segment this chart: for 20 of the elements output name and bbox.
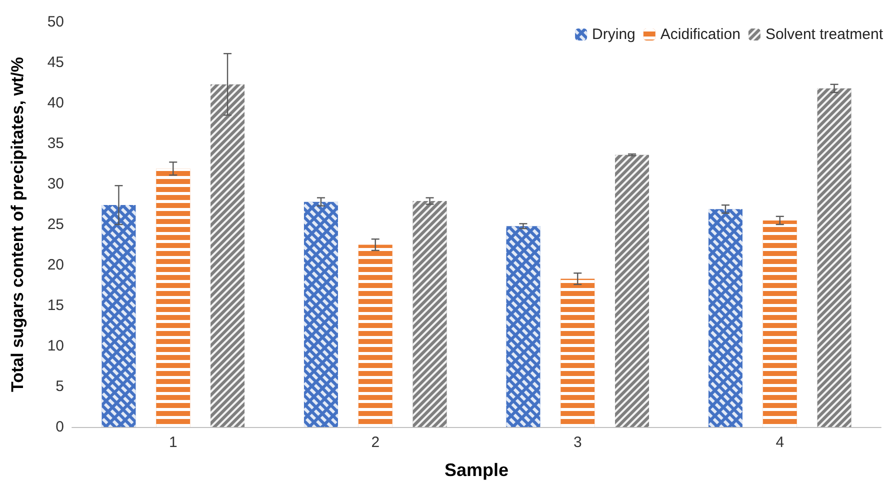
y-tick-label: 10: [47, 338, 64, 354]
x-axis-title: Sample: [444, 460, 509, 480]
y-tick-label: 40: [47, 94, 64, 112]
legend-label: Drying: [592, 26, 636, 43]
y-tick-label: 20: [47, 256, 64, 274]
legend-label: Solvent treatment: [765, 26, 884, 43]
y-tick-label: 45: [47, 54, 64, 71]
y-tick-label: 5: [56, 378, 64, 395]
y-tick-label: 30: [47, 176, 64, 192]
x-tick-label: 4: [776, 434, 784, 451]
y-tick-label: 15: [47, 297, 64, 314]
y-axis-title: Total sugars content of precipitates, wt/%: [8, 56, 27, 392]
legend-label: Acidification: [660, 26, 740, 43]
y-tick-label: 25: [47, 216, 64, 233]
x-tick-label: 3: [573, 434, 582, 451]
x-tick-label: 1: [168, 434, 178, 451]
y-tick-label: 0: [56, 418, 64, 436]
y-tick-label: 35: [47, 135, 64, 152]
x-tick-label: 2: [371, 434, 380, 451]
y-tick-label: 50: [47, 14, 64, 30]
